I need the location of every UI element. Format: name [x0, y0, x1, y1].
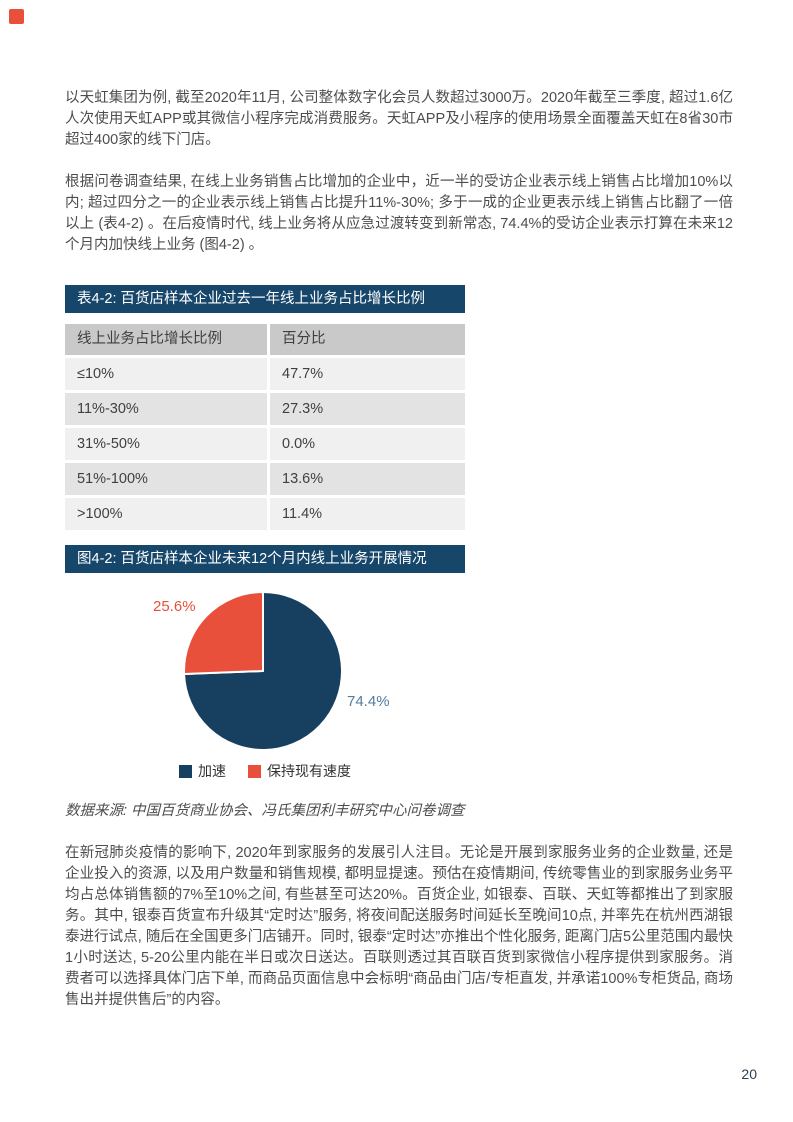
table-cell: 11%-30% — [65, 393, 267, 425]
figure-title-bar: 图4-2: 百货店样本企业未来12个月内线上业务开展情况 — [65, 545, 465, 573]
pie-data-label-blue: 74.4% — [347, 693, 390, 710]
table-cell: 13.6% — [270, 463, 465, 495]
paragraph-tianhong: 以天虹集团为例, 截至2020年11月, 公司整体数字化会员人数超过3000万。… — [65, 90, 733, 148]
table-row: 51%-100% 13.6% — [65, 463, 465, 495]
table-cell: 51%-100% — [65, 463, 267, 495]
page-number: 20 — [741, 1066, 757, 1082]
paragraph-home-delivery: 在新冠肺炎疫情的影响下, 2020年到家服务的发展引人注目。无论是开展到家服务业… — [65, 845, 734, 1008]
table-cell: ≤10% — [65, 358, 267, 390]
table-header-row: 线上业务占比增长比例 百分比 — [65, 324, 465, 355]
legend-label: 保持现有速度 — [267, 763, 351, 779]
table-4-2: 表4-2: 百货店样本企业过去一年线上业务占比增长比例 线上业务占比增长比例 百… — [65, 285, 465, 530]
table-cell: 27.3% — [270, 393, 465, 425]
legend-item: 保持现有速度 — [248, 761, 351, 781]
pie-data-label-red: 25.6% — [153, 598, 196, 615]
table-row: >100% 11.4% — [65, 498, 465, 530]
table-cell: 0.0% — [270, 428, 465, 460]
data-source-note: 数据来源: 中国百货商业协会、冯氏集团利丰研究中心问卷调查 — [65, 803, 465, 819]
legend-swatch-icon — [248, 764, 261, 778]
table-title-bar: 表4-2: 百货店样本企业过去一年线上业务占比增长比例 — [65, 285, 465, 313]
pie-slice-maintain — [183, 591, 264, 675]
legend-swatch-icon — [179, 764, 192, 778]
chart-legend: 加速 保持现有速度 — [65, 761, 465, 781]
table-header-cell: 线上业务占比增长比例 — [65, 324, 267, 355]
legend-item: 加速 — [179, 761, 226, 781]
legend-label: 加速 — [198, 763, 226, 779]
table-cell: 47.7% — [270, 358, 465, 390]
table-cell: 31%-50% — [65, 428, 267, 460]
table-row: ≤10% 47.7% — [65, 358, 465, 390]
table-cell: >100% — [65, 498, 267, 530]
pie-chart-area: 25.6% 74.4% 加速 保持现有速度 — [65, 585, 465, 785]
pie-chart — [183, 591, 343, 751]
table-body: ≤10% 47.7% 11%-30% 27.3% 31%-50% 0.0% 51%-100%… — [65, 358, 465, 530]
table-header-cell: 百分比 — [270, 324, 465, 355]
paragraph-survey-results: 根据问卷调查结果, 在线上业务销售占比增加的企业中，近一半的受访企业表示线上销售… — [65, 174, 733, 253]
table-cell: 11.4% — [270, 498, 465, 530]
table-row: 31%-50% 0.0% — [65, 428, 465, 460]
brand-logo-mark — [9, 9, 24, 24]
table-row: 11%-30% 27.3% — [65, 393, 465, 425]
